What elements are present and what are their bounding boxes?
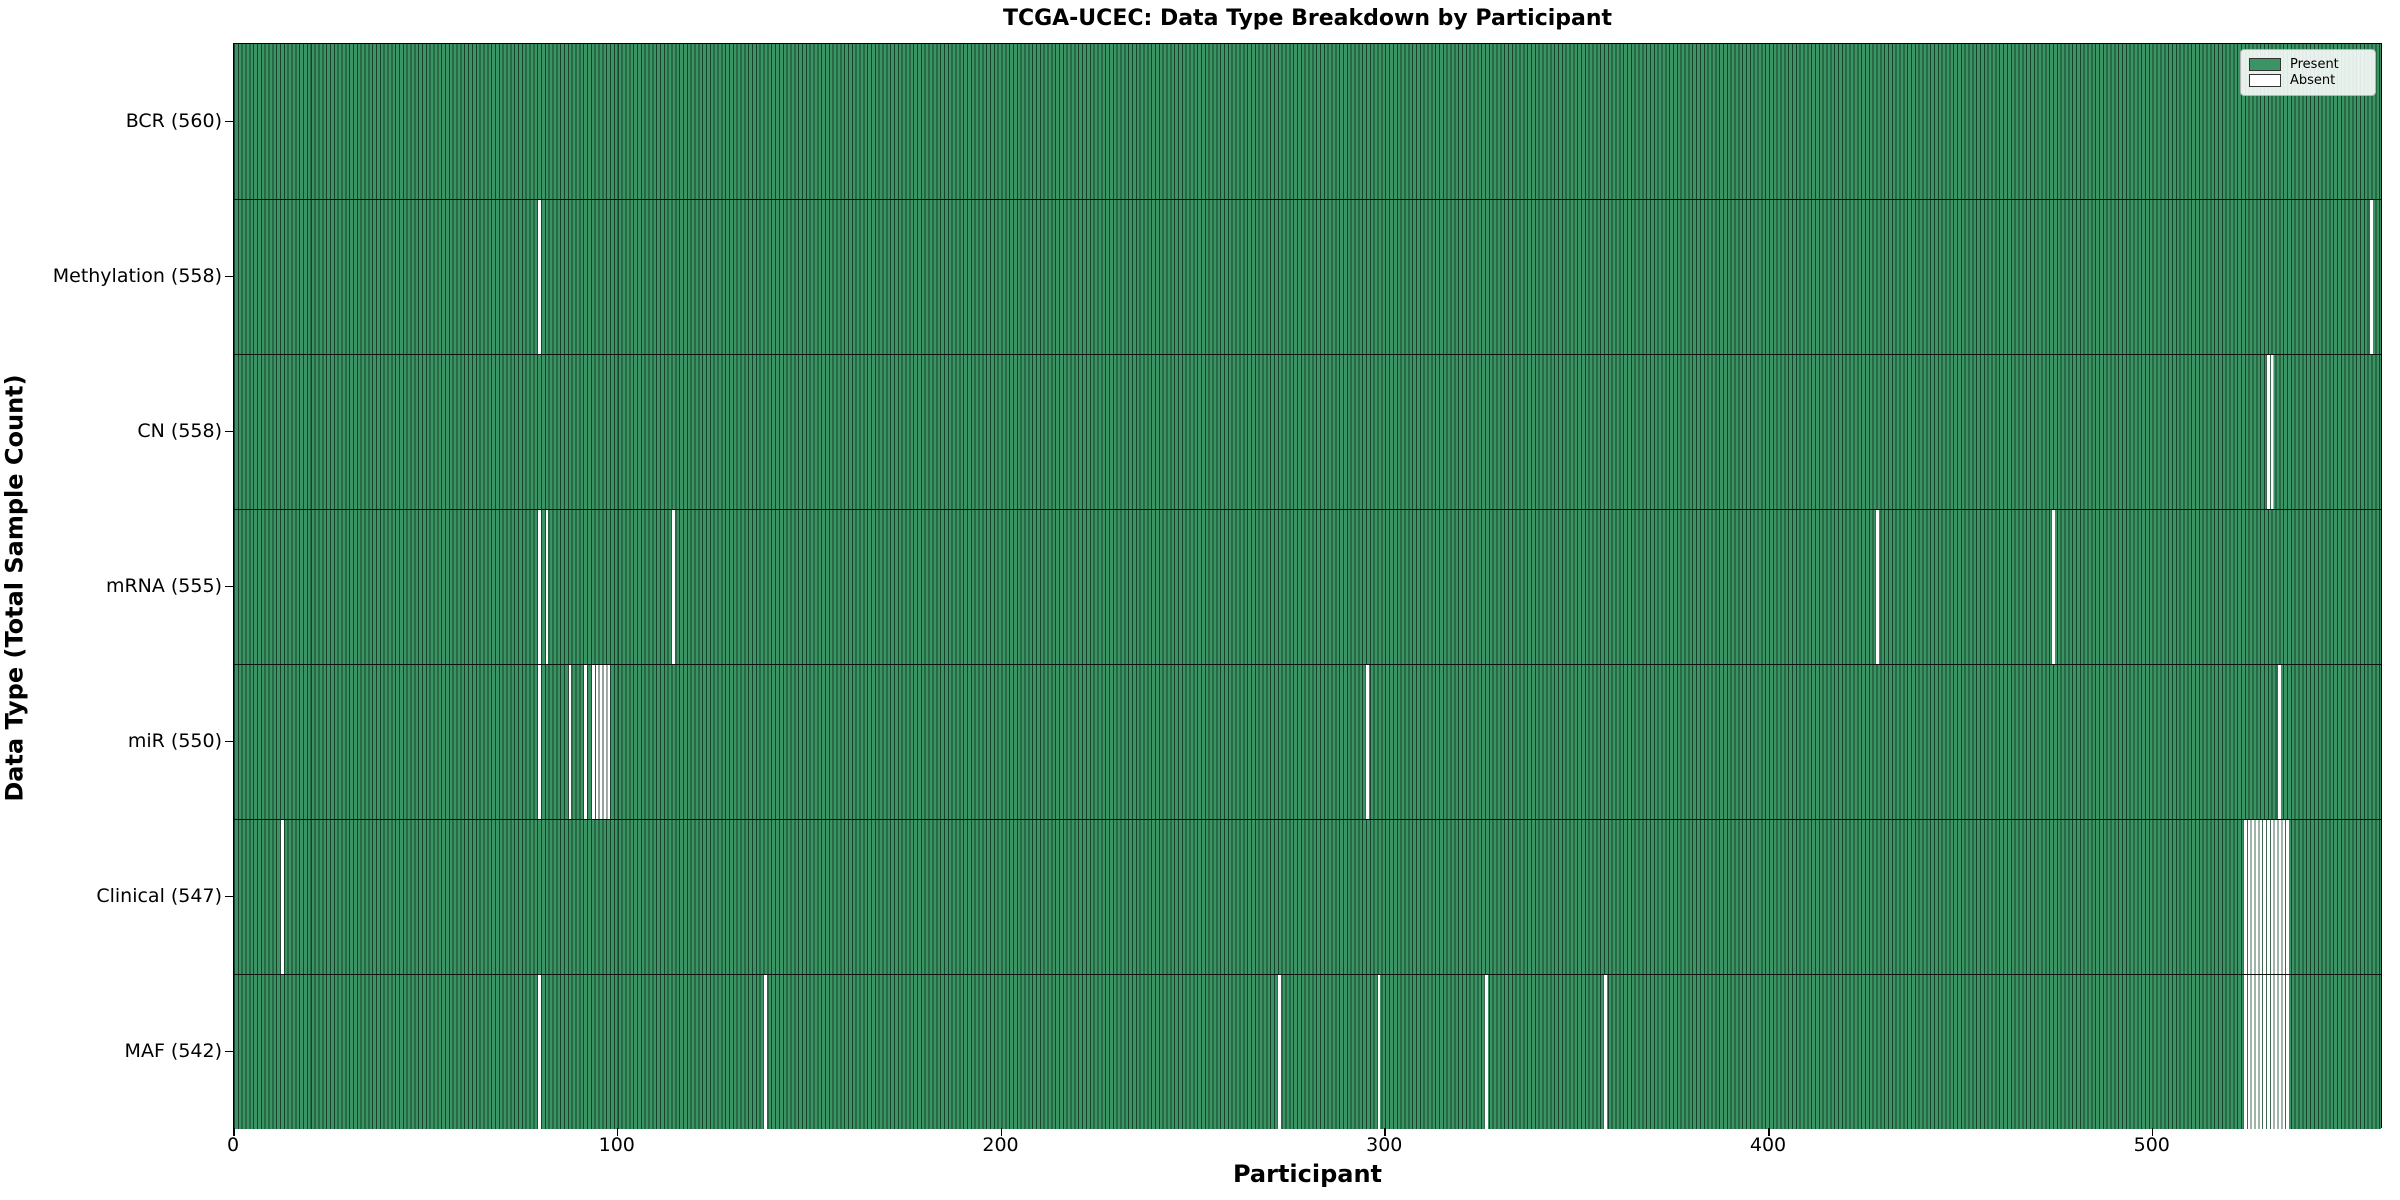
y-tick-label-CN: CN (558) [137,419,222,442]
absent-gap-CN [2265,355,2274,509]
heatmap-row-Clinical [234,819,2381,974]
legend-item-present: Present [2249,58,2367,71]
absent-gap-Clinical [280,820,284,974]
absent-gap-mRNA [671,510,675,664]
absent-gap-mRNA [1874,510,1879,664]
x-tick-label-200: 200 [982,1134,1019,1156]
x-tick-label-300: 300 [1366,1134,1403,1156]
absent-gap-MAF [763,975,767,1129]
y-tick-label-Methylation: Methylation (558) [52,264,222,287]
absent-gap-MAF [536,975,541,1129]
absent-gap-Clinical [2242,820,2289,974]
absent-gap-MAF [2242,975,2289,1129]
absent-gap-miR [582,665,587,819]
x-tick-mark [1000,1128,1002,1136]
y-tick-label-Clinical: Clinical (547) [96,884,222,907]
heatmap-row-Methylation [234,199,2381,354]
legend-label: Present [2290,57,2339,72]
heatmap-row-CN [234,354,2381,509]
absent-gap-mRNA [544,510,549,664]
y-tick-mark [225,740,233,742]
x-tick-label-0: 0 [226,1134,240,1156]
x-tick-label-400: 400 [1749,1134,1787,1156]
y-tick-mark [225,1050,233,1052]
y-tick-mark [225,120,233,122]
absent-gap-Methylation [536,200,541,354]
heatmap-row-BCR [234,44,2381,199]
y-tick-label-MAF: MAF (542) [124,1039,222,1062]
legend-item-absent: Absent [2249,74,2367,87]
heatmap-row-MAF [234,974,2381,1129]
absent-gap-MAF [1376,975,1381,1129]
x-tick-mark [1384,1128,1386,1136]
x-tick-mark [2151,1128,2154,1136]
absent-gap-miR [1365,665,1369,819]
x-tick-label-100: 100 [598,1134,635,1156]
x-tick-mark [616,1128,619,1136]
absent-gap-miR [590,665,610,819]
y-tick-mark [225,895,233,897]
x-axis-label: Participant [1232,1160,1383,1188]
plot-area [233,43,2382,1129]
absent-gap-mRNA [2051,510,2056,664]
heatmap-row-miR [234,664,2381,819]
absent-gap-mRNA [536,510,541,664]
y-tick-label-mRNA: mRNA (555) [105,574,222,597]
chart-title: TCGA-UCEC: Data Type Breakdown by Partic… [1002,6,1613,31]
absent-gap-MAF [1276,975,1281,1129]
y-tick-label-BCR: BCR (560) [125,109,222,132]
y-tick-mark [225,275,233,277]
legend-swatch-absent-icon [2249,74,2281,87]
absent-gap-miR [2277,665,2282,819]
absent-gap-Methylation [2369,200,2374,354]
y-tick-label-miR: miR (550) [127,729,222,752]
absent-gap-miR [567,665,572,819]
absent-gap-MAF [1602,975,1607,1129]
x-tick-label-500: 500 [2133,1134,2170,1156]
y-tick-mark [225,430,233,432]
legend-label: Absent [2290,73,2336,88]
absent-gap-miR [536,665,541,819]
absent-gap-MAF [1483,975,1488,1129]
x-tick-mark [1768,1128,1770,1136]
x-tick-mark [233,1128,235,1136]
heatmap-row-mRNA [234,509,2381,664]
legend-swatch-present-icon [2249,58,2281,71]
y-tick-mark [225,585,233,587]
legend: Present Absent [2240,49,2376,96]
